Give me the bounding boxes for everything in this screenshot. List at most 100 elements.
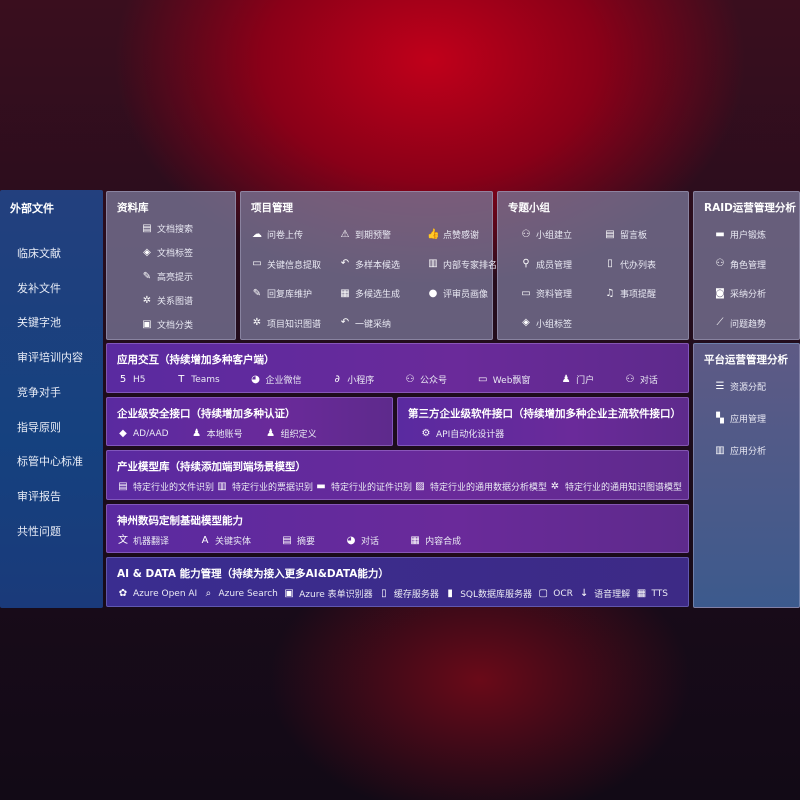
feature-item[interactable]: ▦ 内容合成 [409,534,461,548]
feature-item[interactable]: ▭ Web飘窗 [477,373,530,387]
feature-item[interactable]: ⚇ 对话 [624,373,658,387]
feature-item[interactable]: ◙ 采纳分析 [714,287,766,301]
external-file-item[interactable]: 审评报告 [17,489,61,503]
feature-item[interactable]: ▥ 特定行业的票据识别 [216,480,313,494]
feature-item[interactable]: ▬ 用户锻炼 [714,228,766,242]
external-file-item[interactable]: 竞争对手 [17,385,61,399]
feature-item[interactable]: ✿ Azure Open AI [117,587,197,600]
panel-title: 企业级安全接口（持续增加多种认证） [117,408,296,420]
feature-item[interactable]: ↓ 语音理解 [578,587,630,601]
feature-item[interactable]: ⚲ 成员管理 [520,258,572,271]
gear-icon: ⚙ [421,427,431,439]
feature-label: 对话 [639,376,658,386]
feature-item[interactable]: ▤ 文档搜索 [141,222,193,236]
feature-item[interactable]: ♟ 门户 [560,373,595,387]
feature-item[interactable]: ✲ 特定行业的通用知识图谱模型 [549,480,682,494]
feature-item[interactable]: ◈ 文档标签 [141,246,193,260]
app-panel: 应用交互（持续增加多种客户端） 5 H5 T Teams ◕ 企业微信 ∂ 小程序 ⚇ 公众号 ▭ W… [106,343,689,393]
feature-item[interactable]: ✲ 项目知识图谱 [251,317,321,330]
feature-item[interactable]: ☰ 资源分配 [714,380,767,394]
window-icon: ▭ [478,373,488,385]
feature-item[interactable]: ▨ 特定行业的通用数据分析模型 [414,480,547,494]
feature-label: 对话 [361,537,380,547]
feature-item[interactable]: ◈ 小组标签 [520,317,572,330]
feature-item[interactable]: ▣ 文档分类 [141,318,193,332]
panel-title: RAID运营管理分析 [704,202,796,214]
feature-item[interactable]: ⚇ 公众号 [404,373,448,387]
chat-users-icon: ⚇ [625,373,635,385]
feature-item[interactable]: ✎ 高亮提示 [141,270,193,284]
feature-item[interactable]: ▯ 缓存服务器 [378,587,439,601]
feature-item[interactable]: ▭ 关键信息提取 [251,258,321,271]
feature-item[interactable]: ▥ 内部专家排名 [427,258,497,271]
database-icon: ▮ [447,587,453,599]
image-icon: ▨ [415,480,425,492]
feature-item[interactable]: ◆ AD/AAD [117,427,168,440]
industry-panel: 产业模型库（持续添加端到端场景模型） ▤ 特定行业的文件识别 ▥ 特定行业的票据识别 ▬… [106,450,689,500]
panel-title: 应用交互（持续增加多种客户端） [117,354,275,366]
panel-title: 外部文件 [10,202,54,215]
external-file-item[interactable]: 审评培训内容 [17,351,83,365]
feature-item[interactable]: ▬ 特定行业的证件识别 [315,480,412,494]
feature-item[interactable]: A 关键实体 [199,534,251,548]
graph-icon: ✲ [142,294,152,306]
window-icon: ▭ [252,258,262,269]
feature-item[interactable]: 文机器翻译 [117,534,169,548]
feature-item[interactable]: ▥ 应用分析 [714,444,766,458]
feature-item[interactable]: ⚠ 到期预警 [339,228,392,242]
feature-item[interactable]: ⌕ Azure Search [202,587,278,600]
external-file-item[interactable]: 共性问题 [17,524,61,538]
feature-item[interactable]: ∂ 小程序 [331,373,375,387]
openai-icon: ✿ [118,587,128,599]
group-panel: 专题小组 ⚇ 小组建立 ▤ 留言板 ⚲ 成员管理 ▯ 代办列表 ▭ 资料管理 ♫ 事项提醒 ◈ 小组标签 [497,191,689,340]
panel-title: 专题小组 [508,202,550,214]
feature-item[interactable]: T Teams [175,373,220,386]
external-file-item[interactable]: 指导原则 [17,420,61,434]
user-add-icon: ⚲ [522,258,530,269]
feature-label: 企业微信 [265,376,302,386]
feature-item[interactable]: ♫ 事项提醒 [604,287,657,301]
feature-item[interactable]: ▤ 留言板 [604,228,647,242]
feature-item[interactable]: ▣ Azure 表单识别器 [283,587,372,601]
feature-item[interactable]: ▚ 应用管理 [714,412,766,426]
feature-item[interactable]: ♟ 本地账号 [191,427,243,441]
feature-item[interactable]: ✲ 关系图谱 [141,294,193,308]
users-icon: ⚇ [521,228,531,240]
feature-item[interactable]: ▭ 资料管理 [520,287,573,301]
feature-item[interactable]: ⚙ API自动化设计器 [420,427,505,441]
feature-item[interactable]: ⟋ 问题趋势 [714,317,767,330]
external-file-item[interactable]: 发补文件 [17,281,61,295]
feature-item[interactable]: ✎ 回复库维护 [251,287,312,301]
feature-item[interactable]: ◕ 对话 [345,534,380,548]
feature-item[interactable]: 👍 点赞感谢 [427,228,479,242]
feature-item[interactable]: ▮ SQL数据库服务器 [444,587,532,601]
search-icon: ⌕ [205,587,212,599]
feature-item[interactable]: ▯ 代办列表 [604,258,656,271]
feature-item[interactable]: ▦ 多候选生成 [339,287,400,301]
feature-item[interactable]: ☁ 问卷上传 [251,228,303,242]
external-file-item[interactable]: 临床文献 [17,247,61,260]
external-file-item[interactable]: 标管中心标准 [17,455,83,469]
speech-icon: ↓ [579,587,589,599]
feature-item[interactable]: ↶ 一键采纳 [339,317,391,330]
feature-item[interactable]: ◕ 企业微信 [249,373,302,387]
project-panel: 项目管理 ☁ 问卷上传 ⚠ 到期预警 👍 点赞感谢 ▭ 关键信息提取 ↶ 多样本候选 ▥ 内部专家排名… [240,191,497,340]
feature-item[interactable]: ▦ TTS [635,587,668,600]
feature-label: 特定行业的通用数据分析模型 [429,483,547,493]
feature-label: H5 [133,374,146,385]
feature-item[interactable]: ♟ 组织定义 [265,427,317,441]
feature-item[interactable]: ▤ 特定行业的文件识别 [117,480,214,494]
document-search-icon: ▤ [142,222,152,234]
tag-icon: ◈ [143,246,151,258]
feature-item[interactable]: ⚇ 小组建立 [520,228,573,242]
feature-item[interactable]: ↶ 多样本候选 [339,258,400,271]
feature-item[interactable]: 5 H5 [117,373,146,386]
translate-icon: 文 [118,534,128,546]
feature-item[interactable]: ▤ 摘要 [281,534,315,548]
feature-item[interactable]: ▢ OCR [537,587,573,600]
feature-label: 资料管理 [536,290,573,300]
feature-item[interactable]: ● 评审员画像 [427,287,488,301]
external-file-item[interactable]: 关键字池 [17,316,61,330]
document-stack-icon: ▣ [142,318,152,330]
feature-item[interactable]: ⚇ 角色管理 [714,258,767,271]
